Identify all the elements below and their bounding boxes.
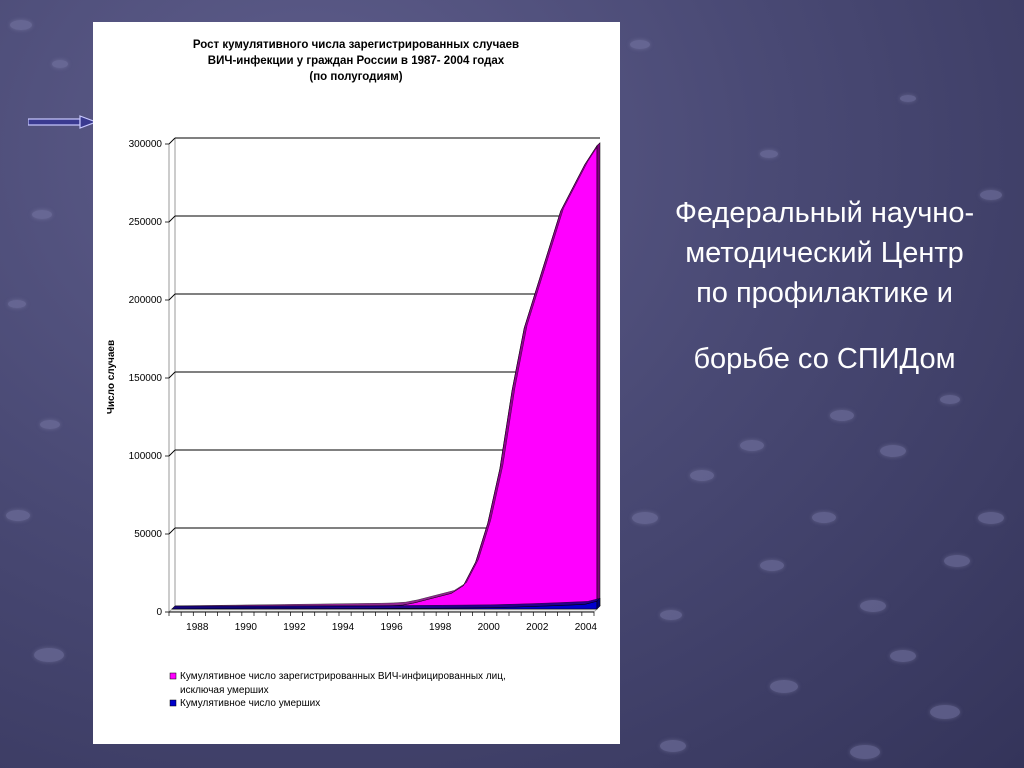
organization-caption: Федеральный научно- методический Центр п… xyxy=(632,193,1017,379)
x-tick-label: 1994 xyxy=(332,622,355,633)
decor-dot xyxy=(6,510,30,521)
caption-line-1: Федеральный научно- xyxy=(674,197,975,229)
decor-dot xyxy=(812,512,836,523)
decor-dot xyxy=(740,440,764,451)
decor-dot xyxy=(10,20,32,30)
decor-dot xyxy=(880,445,906,457)
decor-dot xyxy=(32,210,52,219)
decor-dot xyxy=(890,650,916,662)
decor-dot xyxy=(630,40,650,49)
decor-dot xyxy=(980,190,1002,200)
hiv-chart: Рост кумулятивного числа зарегистрирован… xyxy=(106,39,601,709)
decor-dot xyxy=(632,512,658,524)
gridline-side xyxy=(168,293,176,301)
series-areas xyxy=(171,142,601,610)
area-hiv-end-face xyxy=(596,142,601,610)
decor-dot xyxy=(830,410,854,421)
decor-dot xyxy=(940,395,960,404)
y-tick-label: 200000 xyxy=(129,295,163,306)
chart-title-line-2: ВИЧ-инфекции у граждан России в 1987- 20… xyxy=(208,55,505,67)
gridline-side xyxy=(168,371,176,379)
gridline-side xyxy=(168,449,176,457)
x-tick-label: 2002 xyxy=(526,622,549,633)
decor-dot xyxy=(860,600,886,612)
x-tick-label: 1988 xyxy=(186,622,209,633)
chart-panel: Рост кумулятивного числа зарегистрирован… xyxy=(93,22,620,744)
x-tick-label: 2004 xyxy=(575,622,598,633)
legend-swatch-deaths xyxy=(169,699,177,707)
x-tick-label: 1998 xyxy=(429,622,452,633)
y-tick-label: 0 xyxy=(156,607,162,618)
decor-dot xyxy=(660,610,682,620)
y-axis-label: Число случаев xyxy=(106,340,117,414)
gridline-side xyxy=(168,527,176,535)
y-tick-label: 100000 xyxy=(129,451,163,462)
gridline-side xyxy=(168,137,176,145)
caption-line-3: по профилактике и xyxy=(696,277,953,309)
y-tick-label: 250000 xyxy=(129,217,163,228)
legend-label-hiv-line-2: исключая умерших xyxy=(180,685,269,696)
arrow-right-icon xyxy=(28,115,98,129)
chart-legend: Кумулятивное число зарегистрированных ВИ… xyxy=(169,670,506,709)
decor-dot xyxy=(34,648,64,662)
decor-dot xyxy=(52,60,68,68)
decor-dot xyxy=(760,150,778,158)
decor-dot xyxy=(770,680,798,693)
decor-dot xyxy=(900,95,916,102)
decor-dot xyxy=(944,555,970,567)
legend-label-deaths: Кумулятивное число умерших xyxy=(180,698,320,709)
x-tick-label: 1992 xyxy=(283,622,306,633)
decor-dot xyxy=(850,745,880,759)
legend-swatch-hiv xyxy=(169,672,177,680)
chart-title-line-3: (по полугодиям) xyxy=(309,71,402,83)
caption-line-2: методический Центр xyxy=(685,237,964,269)
decor-dot xyxy=(930,705,960,719)
gridline-side xyxy=(168,215,176,223)
decor-dot xyxy=(40,420,60,429)
axes: 0 50000 100000 150000 200000 250000 300000 1988… xyxy=(129,139,598,633)
legend-label-hiv-line-1: Кумулятивное число зарегистрированных ВИ… xyxy=(180,670,506,682)
chart-title-line-1: Рост кумулятивного числа зарегистрирован… xyxy=(193,39,519,51)
decor-dot xyxy=(8,300,26,308)
y-tick-label: 50000 xyxy=(134,529,162,540)
x-tick-label: 1990 xyxy=(235,622,258,633)
x-tick-label: 2000 xyxy=(478,622,501,633)
decor-dot xyxy=(690,470,714,481)
decor-dot xyxy=(760,560,784,571)
x-tick-label: 1996 xyxy=(380,622,403,633)
caption-line-4: борьбе со СПИДом xyxy=(693,343,956,375)
decor-dot xyxy=(660,740,686,752)
y-tick-label: 300000 xyxy=(129,139,163,150)
area-deaths-end-face xyxy=(596,597,601,610)
area-hiv-cases xyxy=(171,144,598,610)
decor-dot xyxy=(978,512,1004,524)
y-tick-label: 150000 xyxy=(129,373,163,384)
